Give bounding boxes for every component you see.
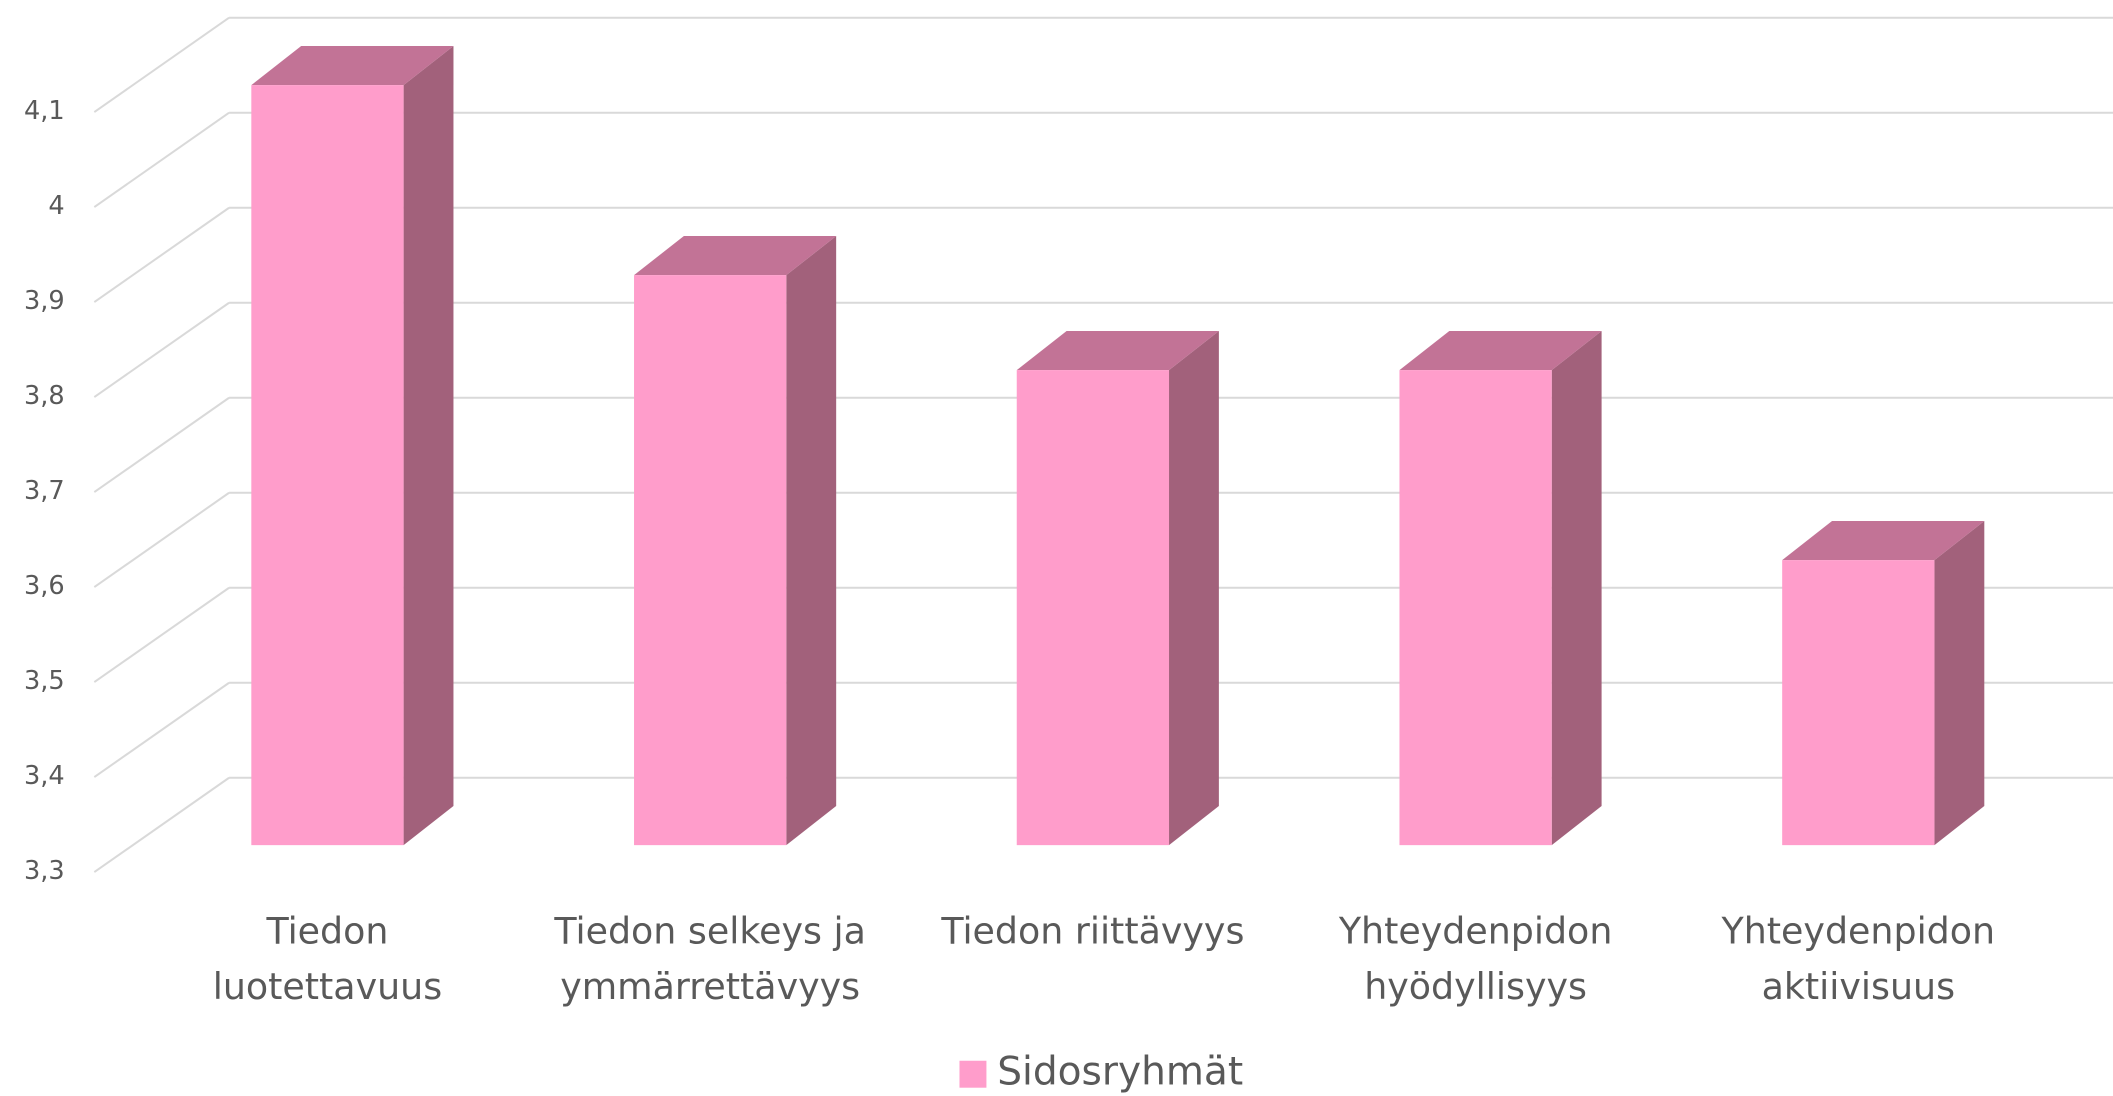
bar-front (1782, 560, 1935, 846)
grid-line-side (93, 681, 230, 778)
y-tick-label: 4 (48, 191, 64, 221)
bar (634, 236, 837, 846)
x-tick-label-line: Yhteydenpidon (1338, 909, 1613, 952)
y-tick-label: 3,6 (24, 571, 65, 601)
x-tick-label: Tiedon riittävyys (940, 909, 1244, 952)
x-tick-label-line: Tiedon riittävyys (940, 909, 1244, 952)
bar-side (1934, 521, 1985, 846)
x-tick-label: Tiedon luotettavuus (213, 909, 442, 1007)
bar (1399, 331, 1602, 846)
y-tick-label: 3,7 (24, 476, 65, 506)
bar-front (251, 85, 404, 846)
x-tick-label: Yhteydenpidon aktiivisuus (1721, 909, 1996, 1007)
y-tick-label: 3,9 (24, 286, 65, 316)
legend-label: Sidosryhmät (997, 1050, 1243, 1095)
bar-top (1399, 331, 1602, 371)
y-tick-label: 4,1 (24, 96, 65, 126)
grid-line-side (93, 111, 230, 208)
bar-front (1399, 370, 1552, 846)
grid-line-side (93, 491, 230, 588)
legend-swatch (959, 1060, 987, 1088)
x-tick-label-line: Tiedon selkeys ja (553, 909, 866, 952)
y-tick-label: 3,8 (24, 381, 65, 411)
y-tick-label: 3,4 (24, 761, 65, 791)
bar-side (403, 46, 454, 846)
bar-top (251, 46, 454, 86)
x-tick-label-line: luotettavuus (213, 964, 442, 1007)
y-tick-label: 3,3 (24, 856, 65, 886)
grid-line-side (93, 301, 230, 398)
x-tick-label-line: ymmärrettävyys (560, 964, 860, 1007)
grid-line-side (93, 206, 230, 303)
bar-top (634, 236, 837, 276)
bar-top (1782, 521, 1985, 561)
x-tick-label-line: hyödyllisyys (1364, 964, 1587, 1007)
x-tick-label-line: Yhteydenpidon (1721, 909, 1996, 952)
x-tick-label: Tiedon selkeys ja ymmärrettävyys (553, 909, 866, 1007)
bar (1016, 331, 1219, 846)
y-tick-label: 3,5 (24, 666, 65, 696)
x-tick-label: Yhteydenpidon hyödyllisyys (1338, 909, 1613, 1007)
grid-line-side (93, 16, 230, 113)
grid-line-side (93, 586, 230, 683)
bar (251, 46, 454, 846)
bar-side (1169, 331, 1219, 846)
bar-front (634, 275, 787, 846)
bar (1782, 521, 1985, 846)
bar-side (1551, 331, 1602, 846)
x-tick-label-line: aktiivisuus (1762, 964, 1955, 1007)
bar-side (786, 236, 837, 846)
grid-line-side (93, 396, 230, 493)
bar-top (1016, 331, 1219, 371)
x-tick-label-line: Tiedon (265, 909, 388, 952)
bar-front (1016, 370, 1170, 846)
grid-line-side (93, 776, 230, 873)
